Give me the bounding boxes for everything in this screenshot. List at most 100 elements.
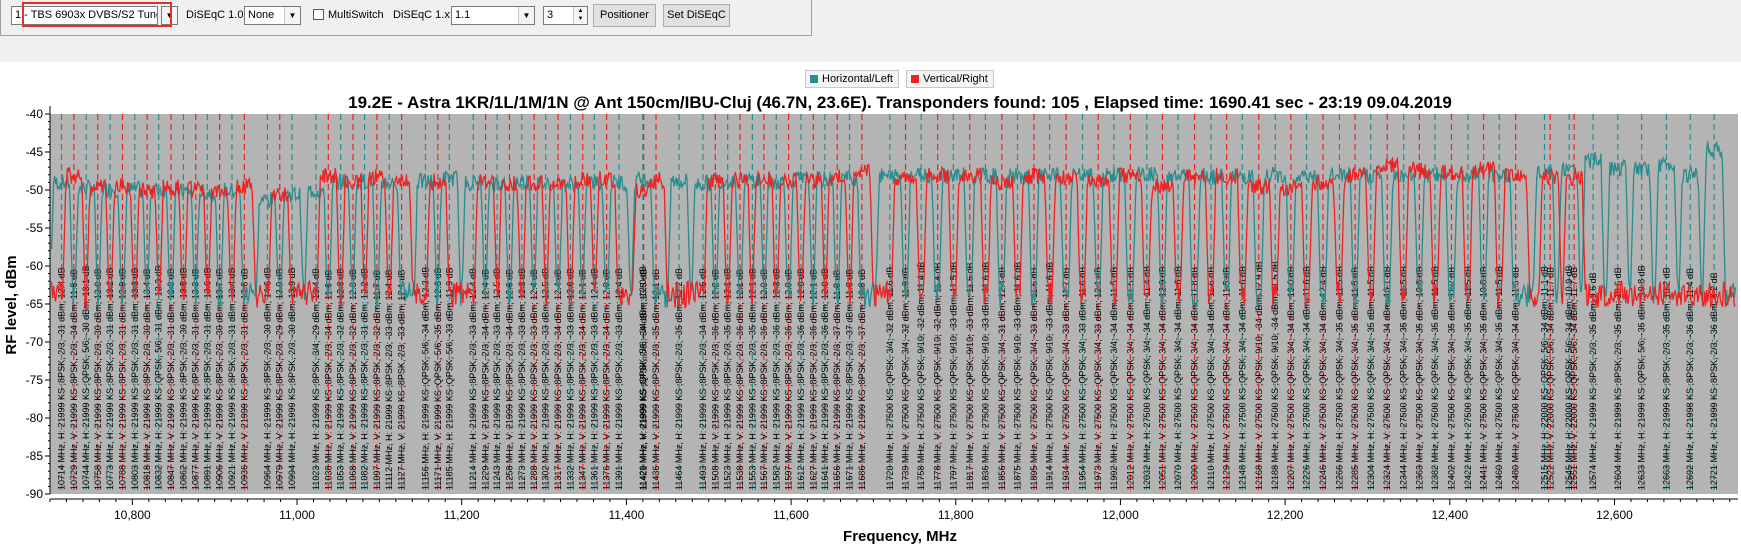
- transponder-label: 12324 MHz, V: 27500 KS ;QPSK, 3/4; -34 d…: [1382, 266, 1392, 490]
- trace-horizontal: [50, 141, 1737, 309]
- transponder-label: 12051 MHz, V: 27500 KS ;QPSK, 3/4; -34 d…: [1157, 266, 1167, 490]
- transponder-label: 11082 MHz, H: 21999 KS ;8PSK, 2/3; -31 d…: [360, 268, 370, 490]
- transponder-label: 12441 MHz, V: 27500 KS ;QPSK, 3/4; -35 d…: [1479, 266, 1489, 490]
- transponder-label: 11493 MHz, H: 21999 KS ;8PSK, 2/3; -34 d…: [698, 268, 708, 490]
- x-axis-label: Frequency, MHz: [843, 528, 957, 545]
- diseqc1x-select[interactable]: 1.1 ▼: [451, 6, 535, 25]
- diseqc1x-label: DiSEqC 1.x:: [393, 9, 453, 21]
- transponder-label: 11421 MHz, V: 21999 KS ;8PSK, 2/3; -34 d…: [639, 269, 649, 490]
- transponder-label: 10964 MHz, H: 21999 KS ;8PSK, 2/3; -30 d…: [262, 267, 272, 490]
- transponder-label: 10773 MHz, H: 21999 KS ;8PSK, 2/3; -31 d…: [105, 267, 115, 490]
- arrow-down-icon[interactable]: ▼: [574, 15, 587, 23]
- transponder-label: 12266 MHz, H: 27500 KS ;QPSK, 3/4; -35 d…: [1334, 266, 1344, 490]
- y-tick-label: -75: [26, 373, 44, 387]
- transponder-label: 11229 MHz, V: 21999 KS ;8PSK, 2/3; -34 d…: [481, 269, 491, 490]
- transponder-label: 10832 MHz, H: 21999 KS ;QPSK, 5/6; -31 d…: [154, 265, 164, 490]
- legend-vertical[interactable]: Vertical/Right: [906, 70, 994, 88]
- transponder-label: 12545 MHz, H: 22000 KS ;QPSK, 5/6; -34 d…: [1564, 265, 1574, 490]
- transponder-label: 11817 MHz, V: 27500 KS ;QPSK, 9/10; -33 …: [965, 263, 975, 490]
- diseqc10-select[interactable]: None ▼: [244, 6, 301, 25]
- spin-input[interactable]: 3 ▲ ▼: [543, 6, 588, 25]
- transponder-label: 10788 MHz, V: 21999 KS ;8PSK, 2/3; -31 d…: [117, 268, 127, 490]
- transponder-label: 11671 MHz, H: 21999 KS ;8PSK, 2/3; -37 d…: [845, 269, 855, 490]
- transponder-label: 11836 MHz, H: 27500 KS ;QPSK, 9/10; -33 …: [980, 262, 990, 490]
- multiswitch-label: MultiSwitch: [328, 9, 384, 21]
- transponder-label: 12226 MHz, H: 27500 KS ;QPSK, 3/4; -34 d…: [1302, 266, 1312, 490]
- transponder-label: 12721 MHz, H: 21999 KS ;8PSK, 2/3; -36 d…: [1709, 272, 1719, 490]
- transponder-label: 11612 MHz, H: 21999 KS ;8PSK, 2/3; -36 d…: [796, 268, 806, 490]
- x-tick-label: 11,800: [938, 508, 974, 522]
- transponder-label: 10803 MHz, H: 21999 KS ;8PSK, 2/3; -31 d…: [130, 267, 140, 490]
- transponder-label: 11567 MHz, V: 21999 KS ;8PSK, 2/3; -36 d…: [759, 269, 769, 490]
- y-tick-label: -60: [26, 259, 44, 273]
- transponder-label: 12515 MHz, H: 22000 KS ;QPSK, 5/6; -34 d…: [1539, 266, 1549, 490]
- legend-label-vertical: Vertical/Right: [923, 73, 988, 85]
- transponder-label: 11797 MHz, H: 27500 KS ;QPSK, 9/10; -33 …: [948, 262, 958, 490]
- transponder-label: 11914 MHz, H: 27500 KS ;QPSK, 9/10; -33 …: [1045, 262, 1055, 490]
- transponder-label: 10758 MHz, V: 21999 KS ;8PSK, 2/3; -30 d…: [93, 268, 103, 490]
- transponder-label: 12110 MHz, H: 27500 KS ;QPSK, 3/4; -34 d…: [1206, 267, 1216, 490]
- chart-title: 19.2E - Astra 1KR/1L/1M/1N @ Ant 150cm/I…: [348, 93, 1452, 112]
- transponder-label: 12460 MHz, H: 27500 KS ;QPSK, 3/4; -35 d…: [1494, 266, 1504, 490]
- transponder-label: 11597 MHz, V: 21999 KS ;8PSK, 2/3; -36 d…: [784, 269, 794, 490]
- positioner-button[interactable]: Positioner: [593, 4, 656, 27]
- transponder-label: 12422 MHz, H: 27500 KS ;QPSK, 3/4; -35 d…: [1463, 266, 1473, 490]
- transponder-label: 11739 MHz, V: 27500 KS ;QPSK, 3/4; -32 d…: [901, 268, 911, 490]
- transponder-label: 11420 MHz, H: 21999 KS ;QPSK, 5/6; -34 d…: [638, 266, 648, 490]
- transponder-label: 11553 MHz, H: 21999 KS ;8PSK, 2/3; -35 d…: [747, 268, 757, 490]
- transponder-label: 11288 MHz, V: 21999 KS ;8PSK, 2/3; -33 d…: [529, 269, 539, 490]
- transponder-label: 12363 MHz, V: 27500 KS ;QPSK, 3/4; -35 d…: [1414, 266, 1424, 490]
- transponder-label: 11856 MHz, V: 27500 KS ;QPSK, 3/4; -31 d…: [997, 267, 1007, 490]
- transponder-label: 11538 MHz, V: 21999 KS ;8PSK, 2/3; -36 d…: [735, 269, 745, 490]
- transponder-label: 11332 MHz, H: 21999 KS ;8PSK, 2/3; -33 d…: [565, 268, 575, 490]
- transponder-label: 11273 MHz, H: 21999 KS ;8PSK, 2/3; -33 d…: [517, 268, 527, 490]
- set-diseqc-button[interactable]: Set DiSEqC: [663, 4, 730, 27]
- transponder-label: 12148 MHz, H: 27500 KS ;QPSK, 3/4; -34 d…: [1237, 266, 1247, 490]
- legend-horizontal[interactable]: Horizontal/Left: [805, 70, 899, 88]
- transponder-label: 11317 MHz, V: 21999 KS ;8PSK, 2/3; -34 d…: [553, 269, 563, 490]
- transponder-label: 10818 MHz, V: 21999 KS ;8PSK, 2/3; -30 d…: [142, 268, 152, 490]
- transponder-label: 11068 MHz, V: 21999 KS ;8PSK, 2/3; -32 d…: [348, 269, 358, 490]
- x-tick-label: 11,000: [279, 508, 315, 522]
- transponder-label: 11720 MHz, H: 27500 KS ;QPSK, 3/4; -32 d…: [885, 267, 895, 490]
- transponder-label: 12402 MHz, V: 27500 KS ;QPSK, 3/4; -35 d…: [1446, 267, 1456, 490]
- transponder-label: 10936 MHz, V: 21999 KS ;8PSK, 2/3; -31 d…: [239, 268, 249, 490]
- multiswitch-checkbox[interactable]: [313, 9, 324, 20]
- transponder-label: 11954 MHz, H: 27500 KS ;QPSK, 3/4; -33 d…: [1078, 267, 1088, 490]
- x-tick-label: 12,200: [1267, 508, 1304, 522]
- y-tick-label: -40: [26, 107, 44, 121]
- transponder-label: 12168 MHz, V: 27500 KS ;QPSK, 9/10; -34 …: [1254, 261, 1264, 490]
- legend-swatch-vertical: [911, 75, 919, 83]
- transponder-label: 10994 MHz, H: 21999 KS ;8PSK, 2/3; -30 d…: [287, 267, 297, 490]
- y-tick-label: -70: [26, 335, 44, 349]
- transponder-label: 12551 MHz, V: 22000 KS ;QPSK, 5/6; -34 d…: [1569, 267, 1579, 490]
- y-tick-label: -45: [26, 145, 44, 159]
- transponder-label: 12522 MHz, V: 22000 KS ;QPSK, 5/6; -34 d…: [1545, 267, 1555, 490]
- axes: -40 -45 -50 -55 -60 -65 -70 -75 -80 -85 -90 10,800 1…: [26, 106, 1738, 522]
- diseqc10-value: None: [248, 9, 275, 21]
- transponder-label: 12382 MHz, H: 27500 KS ;QPSK, 3/4; -35 d…: [1430, 266, 1440, 490]
- arrow-up-icon[interactable]: ▲: [574, 7, 587, 15]
- transponder-label: 12129 MHz, V: 27500 KS ;QPSK, 3/4; -34 d…: [1222, 267, 1232, 490]
- transponder-label: 12032 MHz, H: 27500 KS ;QPSK, 3/4; -34 d…: [1142, 266, 1152, 490]
- transponder-label: 10891 MHz, H: 21999 KS ;8PSK, 2/3; -31 d…: [202, 267, 212, 490]
- transponder-label: 11361 MHz, H: 21999 KS ;8PSK, 2/3; -33 d…: [589, 268, 599, 490]
- chevron-down-icon: ▼: [518, 7, 534, 24]
- transponder-label: 11895 MHz, V: 27500 KS ;QPSK, 3/4; -33 d…: [1029, 268, 1039, 490]
- transponder-label: 11992 MHz, H: 27500 KS ;QPSK, 3/4; -34 d…: [1109, 267, 1119, 490]
- transponder-label: 10862 MHz, H: 21999 KS ;8PSK, 2/3; -30 d…: [178, 267, 188, 490]
- tuner-select[interactable]: 1 - TBS 6903x DVBS/S2 Tuner 0: [11, 6, 158, 25]
- transponder-label: 12480 MHz, V: 27500 KS ;QPSK, 3/4; -34 d…: [1511, 267, 1521, 490]
- transponder-label: 11053 MHz, H: 21999 KS ;8PSK, 2/3; -32 d…: [336, 268, 346, 490]
- transponder-label: 12574 MHz, H: 21999 KS ;8PSK, 2/3; -35 d…: [1588, 272, 1598, 490]
- transponder-label: 10906 MHz, V: 21999 KS ;8PSK, 2/3; -30 d…: [215, 268, 225, 490]
- tuner-dropdown-button[interactable]: ▼: [161, 6, 178, 25]
- transponder-label: 12246 MHz, V: 27500 KS ;QPSK, 3/4; -34 d…: [1318, 266, 1328, 490]
- spin-buttons: ▲ ▼: [573, 7, 587, 24]
- transponder-label: 11656 MHz, V: 21999 KS ;8PSK, 2/3; -37 d…: [832, 270, 842, 490]
- chevron-down-icon: ▼: [284, 7, 300, 24]
- transponder-label: 12604 MHz, H: 21999 KS ;8PSK, 2/3; -35 d…: [1613, 267, 1623, 490]
- transponder-label: 11112 MHz, H: 21999 KS ;8PSK, 2/3; -33 d…: [384, 269, 394, 490]
- x-tick-label: 12,600: [1596, 508, 1633, 522]
